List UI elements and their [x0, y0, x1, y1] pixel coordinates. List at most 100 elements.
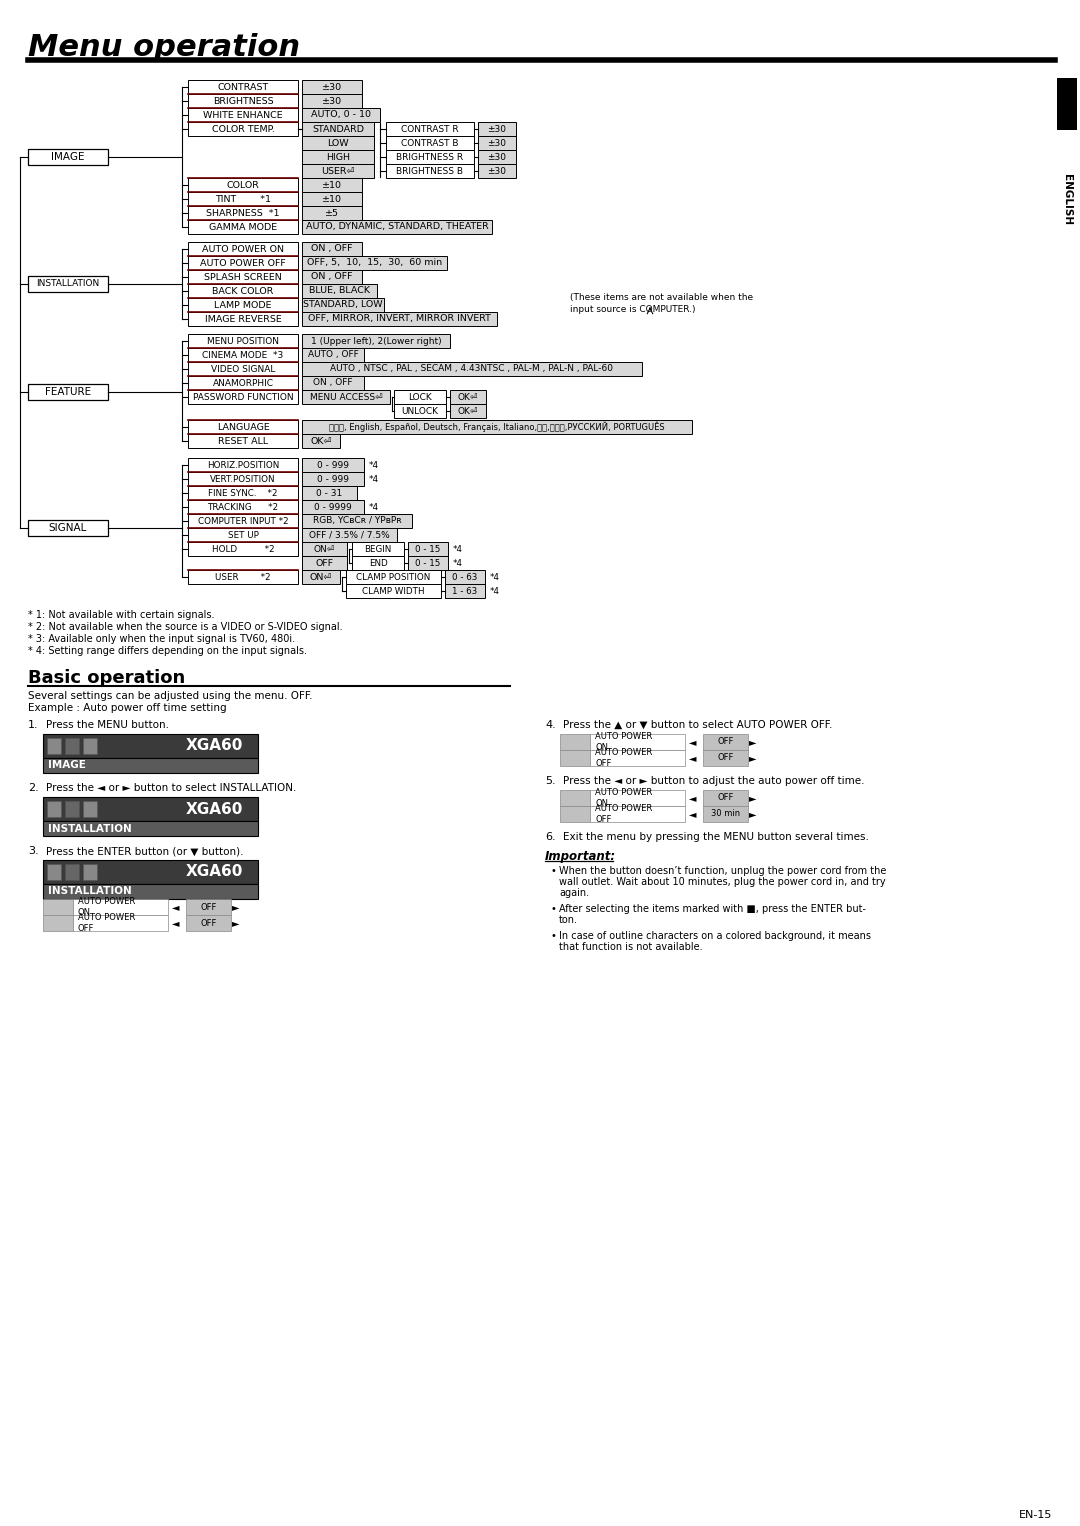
FancyBboxPatch shape	[590, 790, 685, 806]
FancyBboxPatch shape	[561, 806, 590, 823]
FancyBboxPatch shape	[450, 391, 486, 404]
FancyBboxPatch shape	[302, 179, 362, 192]
Text: LOW: LOW	[327, 139, 349, 148]
Text: AUTO POWER
OFF: AUTO POWER OFF	[78, 913, 135, 932]
Text: ON⏎: ON⏎	[310, 572, 333, 581]
Text: COLOR: COLOR	[227, 180, 259, 189]
Text: AUTO , NTSC , PAL , SECAM , 4.43NTSC , PAL-M , PAL-N , PAL-60: AUTO , NTSC , PAL , SECAM , 4.43NTSC , P…	[330, 365, 613, 374]
Text: COMPUTER INPUT *2: COMPUTER INPUT *2	[198, 516, 288, 525]
FancyBboxPatch shape	[65, 739, 79, 754]
FancyBboxPatch shape	[346, 584, 441, 598]
Text: Menu operation: Menu operation	[28, 34, 300, 63]
Text: 4.: 4.	[545, 720, 556, 729]
Text: INSTALLATION: INSTALLATION	[48, 887, 132, 896]
FancyBboxPatch shape	[73, 916, 168, 931]
FancyBboxPatch shape	[561, 790, 590, 806]
Text: FINE SYNC.    *2: FINE SYNC. *2	[208, 488, 278, 497]
Text: Press the ENTER button (or ▼ button).: Press the ENTER button (or ▼ button).	[46, 845, 243, 856]
FancyBboxPatch shape	[302, 270, 362, 284]
FancyBboxPatch shape	[43, 884, 258, 899]
Text: *4: *4	[490, 586, 500, 595]
FancyBboxPatch shape	[48, 739, 60, 754]
Text: 0 - 31: 0 - 31	[316, 488, 342, 497]
Text: FEATURE: FEATURE	[45, 388, 91, 397]
Text: STANDARD: STANDARD	[312, 125, 364, 133]
Text: •: •	[550, 865, 556, 876]
FancyBboxPatch shape	[188, 122, 298, 136]
FancyBboxPatch shape	[703, 734, 748, 749]
FancyBboxPatch shape	[186, 916, 231, 931]
Text: Press the ◄ or ► button to select INSTALLATION.: Press the ◄ or ► button to select INSTAL…	[46, 783, 296, 794]
FancyBboxPatch shape	[188, 311, 298, 327]
Text: AUTO POWER
ON: AUTO POWER ON	[595, 732, 652, 752]
Text: OFF, 5,  10,  15,  30,  60 min: OFF, 5, 10, 15, 30, 60 min	[307, 258, 442, 267]
FancyBboxPatch shape	[65, 801, 79, 816]
FancyBboxPatch shape	[386, 163, 474, 179]
FancyBboxPatch shape	[302, 514, 411, 528]
Text: 1 - 63: 1 - 63	[453, 586, 477, 595]
Text: 30 min: 30 min	[711, 809, 740, 818]
Text: LANGUAGE: LANGUAGE	[217, 423, 269, 432]
Text: ±30: ±30	[487, 125, 507, 133]
FancyBboxPatch shape	[43, 899, 73, 916]
FancyBboxPatch shape	[43, 821, 258, 836]
FancyBboxPatch shape	[302, 458, 364, 472]
FancyBboxPatch shape	[188, 192, 298, 206]
Text: OK⏎: OK⏎	[458, 392, 478, 401]
FancyBboxPatch shape	[302, 472, 364, 485]
FancyBboxPatch shape	[188, 79, 298, 95]
FancyBboxPatch shape	[302, 485, 357, 501]
Text: COLOR TEMP.: COLOR TEMP.	[212, 125, 274, 133]
FancyBboxPatch shape	[302, 311, 497, 327]
Text: ◄: ◄	[172, 902, 179, 913]
FancyBboxPatch shape	[43, 861, 258, 884]
FancyBboxPatch shape	[65, 864, 79, 881]
Text: INSTALLATION: INSTALLATION	[37, 279, 99, 288]
FancyBboxPatch shape	[188, 433, 298, 449]
FancyBboxPatch shape	[188, 391, 298, 404]
Text: BEGIN: BEGIN	[364, 545, 392, 554]
Text: 0 - 9999: 0 - 9999	[314, 502, 352, 511]
FancyBboxPatch shape	[188, 420, 298, 433]
FancyBboxPatch shape	[590, 749, 685, 766]
Text: OFF: OFF	[200, 919, 217, 928]
FancyBboxPatch shape	[302, 220, 492, 233]
Text: USER        *2: USER *2	[215, 572, 271, 581]
FancyBboxPatch shape	[302, 108, 380, 122]
Text: *4: *4	[453, 559, 463, 568]
FancyBboxPatch shape	[394, 404, 446, 418]
FancyBboxPatch shape	[83, 739, 97, 754]
Text: *4: *4	[369, 461, 379, 470]
FancyBboxPatch shape	[73, 899, 168, 916]
Text: AUTO , OFF: AUTO , OFF	[308, 351, 359, 360]
Text: Press the MENU button.: Press the MENU button.	[46, 720, 168, 729]
FancyBboxPatch shape	[83, 801, 97, 816]
Text: HOLD          *2: HOLD *2	[212, 545, 274, 554]
FancyBboxPatch shape	[590, 806, 685, 823]
Text: CINEMA MODE  *3: CINEMA MODE *3	[202, 351, 284, 360]
Text: AUTO, 0 - 10: AUTO, 0 - 10	[311, 110, 372, 119]
FancyBboxPatch shape	[302, 284, 377, 298]
FancyBboxPatch shape	[302, 334, 450, 348]
Text: ►: ►	[750, 809, 757, 819]
FancyBboxPatch shape	[28, 276, 108, 291]
Text: CONTRAST B: CONTRAST B	[402, 139, 459, 148]
FancyBboxPatch shape	[302, 433, 340, 449]
FancyBboxPatch shape	[188, 485, 298, 501]
FancyBboxPatch shape	[188, 220, 298, 233]
Text: ►: ►	[232, 902, 240, 913]
FancyBboxPatch shape	[386, 136, 474, 150]
FancyBboxPatch shape	[188, 270, 298, 284]
Text: VIDEO SIGNAL: VIDEO SIGNAL	[211, 365, 275, 374]
Text: INSTALLATION: INSTALLATION	[48, 824, 132, 833]
FancyBboxPatch shape	[188, 472, 298, 485]
FancyBboxPatch shape	[43, 734, 258, 758]
FancyBboxPatch shape	[188, 179, 298, 192]
FancyBboxPatch shape	[478, 136, 516, 150]
Text: ANAMORPHIC: ANAMORPHIC	[213, 378, 273, 388]
FancyBboxPatch shape	[188, 243, 298, 256]
Text: OFF: OFF	[717, 794, 733, 803]
Text: UNLOCK: UNLOCK	[402, 406, 438, 415]
FancyBboxPatch shape	[28, 385, 108, 400]
Text: Exit the menu by pressing the MENU button several times.: Exit the menu by pressing the MENU butto…	[563, 832, 869, 842]
